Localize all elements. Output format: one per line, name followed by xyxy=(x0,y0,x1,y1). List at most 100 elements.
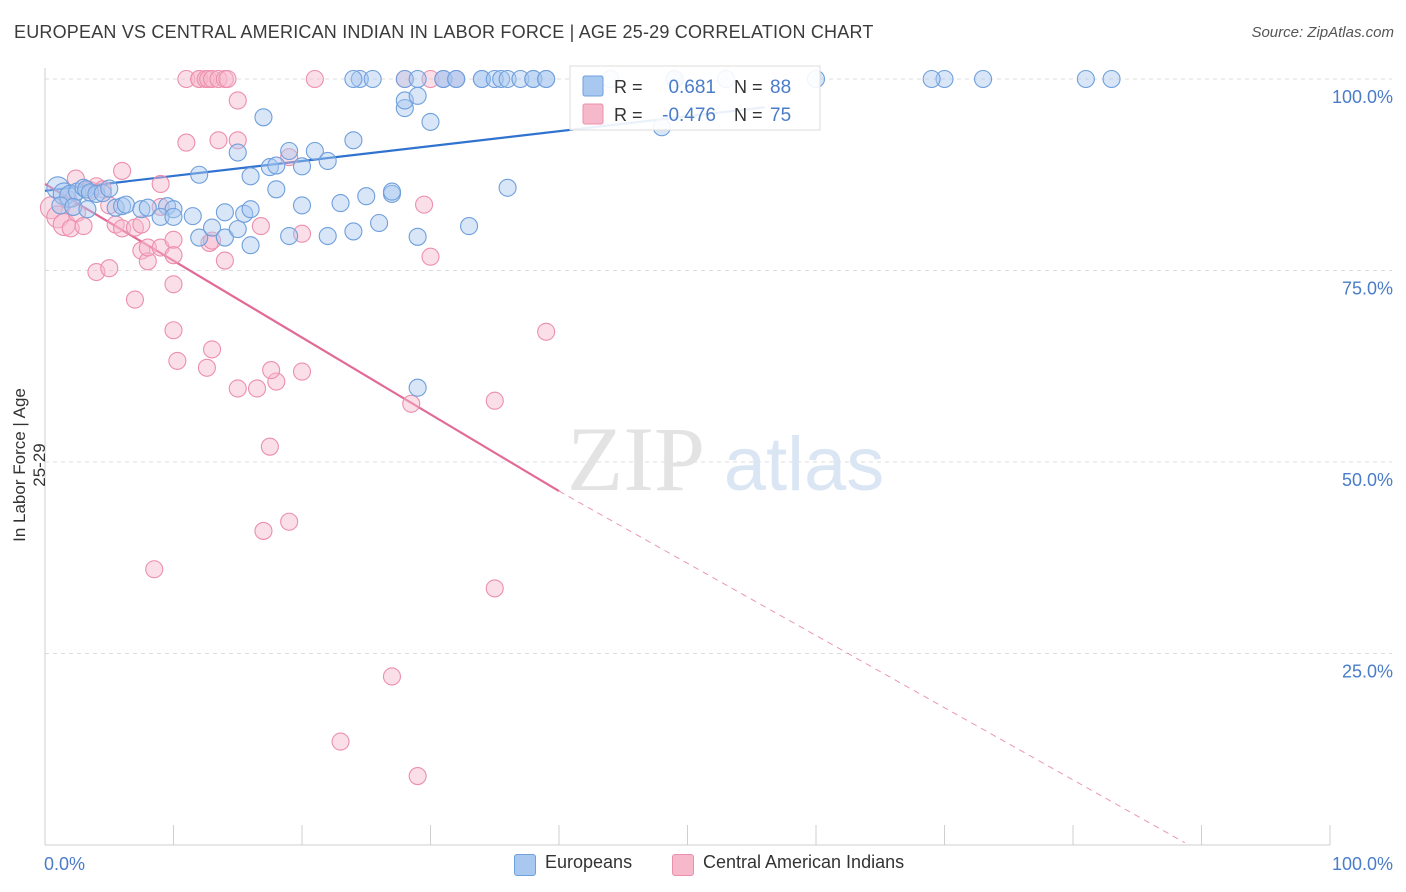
europeans-point xyxy=(235,204,254,223)
europeans-point xyxy=(357,187,376,206)
y-tick-label-50: 50.0% xyxy=(1342,470,1393,490)
x-tick-label-max: 100.0% xyxy=(1332,854,1393,874)
europeans-point xyxy=(254,108,273,127)
legend-label-central-american-indians: Central American Indians xyxy=(703,852,905,872)
stats-n-value-0: 88 xyxy=(770,77,791,98)
europeans-point xyxy=(64,197,83,216)
central-american-indians-point xyxy=(145,560,164,579)
central-american-indians-point xyxy=(151,174,170,193)
europeans-point xyxy=(215,203,234,222)
europeans-point xyxy=(116,195,136,214)
europeans-point xyxy=(344,222,363,241)
europeans-point xyxy=(350,69,369,89)
europeans-point xyxy=(485,69,504,89)
europeans-point xyxy=(408,69,427,89)
europeans-point xyxy=(344,69,363,89)
central-american-indians-point xyxy=(203,69,222,89)
central-american-indians-point xyxy=(164,246,183,265)
stats-r-value-0: 0.681 xyxy=(668,77,716,98)
central-american-indians-point xyxy=(215,251,234,270)
europeans-point xyxy=(935,69,954,89)
central-american-indians-point xyxy=(164,230,183,249)
europeans-point xyxy=(228,143,247,162)
europeans-point xyxy=(93,184,112,203)
central-american-indians-point xyxy=(421,247,440,266)
europeans-point xyxy=(267,180,286,199)
europeans-point xyxy=(492,69,511,89)
axes xyxy=(44,68,1331,846)
watermark-zip: ZIP xyxy=(567,408,705,510)
central-american-indians-point xyxy=(168,351,187,370)
central-american-indians-point xyxy=(138,252,157,271)
europeans-point xyxy=(241,200,260,219)
central-american-indians-point xyxy=(132,215,151,234)
europeans-point xyxy=(472,69,491,89)
central-american-indians-point xyxy=(209,131,228,150)
europeans-point xyxy=(267,156,286,175)
central-american-indians-point xyxy=(305,69,324,89)
central-american-indians-point xyxy=(280,512,299,531)
europeans-point xyxy=(183,207,202,226)
central-american-indians-point xyxy=(415,195,434,214)
europeans-point xyxy=(318,151,337,171)
europeans-point xyxy=(292,196,312,215)
chart-source: Source: ZipAtlas.com xyxy=(1251,24,1394,41)
europeans-point xyxy=(78,200,97,219)
europeans-point xyxy=(973,69,993,89)
europeans-point xyxy=(421,112,440,131)
europeans-point xyxy=(382,182,402,201)
central-american-indians-point xyxy=(382,667,402,686)
watermark: ZIP atlas xyxy=(567,408,884,510)
y-tick-label-75: 75.0% xyxy=(1342,279,1393,299)
europeans-point xyxy=(260,158,279,177)
europeans-point xyxy=(280,141,299,161)
europeans-point xyxy=(408,378,427,397)
series-central-american-indians xyxy=(39,69,556,786)
central-american-indians-point xyxy=(280,148,299,167)
stats-r-value-1: -0.476 xyxy=(662,105,716,126)
stats-r-label-1: R = xyxy=(614,105,643,125)
europeans-point xyxy=(190,165,209,184)
central-american-indians-point xyxy=(203,340,222,359)
europeans-point xyxy=(344,131,363,150)
europeans-point xyxy=(331,194,350,213)
legend-swatch-central-american-indians xyxy=(672,854,694,876)
central-american-indians-point xyxy=(177,133,196,152)
europeans-point xyxy=(241,167,260,186)
europeans-point xyxy=(106,198,125,217)
legend-swatch-europeans xyxy=(514,854,536,876)
central-american-indians-point xyxy=(254,521,273,540)
europeans-point xyxy=(459,217,479,236)
europeans-point xyxy=(190,228,209,247)
y-tick-label-100: 100.0% xyxy=(1332,87,1393,107)
central-american-indians-point xyxy=(113,161,132,180)
europeans-point xyxy=(498,69,517,89)
europeans-point xyxy=(280,226,299,246)
central-american-indians-point xyxy=(46,205,70,229)
central-american-indians-point xyxy=(331,732,350,751)
europeans-point xyxy=(363,69,382,89)
europeans-point xyxy=(100,179,119,198)
central-american-indians-point xyxy=(267,372,286,391)
stats-n-label-0: N = xyxy=(734,77,763,97)
central-american-indians-point xyxy=(402,394,421,413)
europeans-point xyxy=(305,141,324,161)
stats-legend: R = 0.681 N = 88 R = -0.476 N = 75 xyxy=(569,65,821,131)
central-american-indians-point xyxy=(292,362,312,381)
central-american-indians-point xyxy=(228,131,247,150)
central-american-indians-point xyxy=(421,69,440,89)
europeans-point xyxy=(228,220,247,239)
central-american-indians-point xyxy=(262,361,281,380)
stats-swatch-1 xyxy=(582,103,604,125)
europeans-point xyxy=(164,207,183,226)
europeans-point xyxy=(395,69,414,89)
europeans-point xyxy=(370,213,389,233)
central-american-indians-point xyxy=(197,358,216,377)
central-american-indians-point xyxy=(74,217,93,236)
gridlines xyxy=(45,78,1392,654)
central-american-indians-point xyxy=(251,217,270,236)
europeans-point xyxy=(447,69,466,89)
europeans-point xyxy=(215,228,234,247)
stats-swatch-0 xyxy=(582,75,604,97)
central-american-indians-point xyxy=(138,238,157,257)
